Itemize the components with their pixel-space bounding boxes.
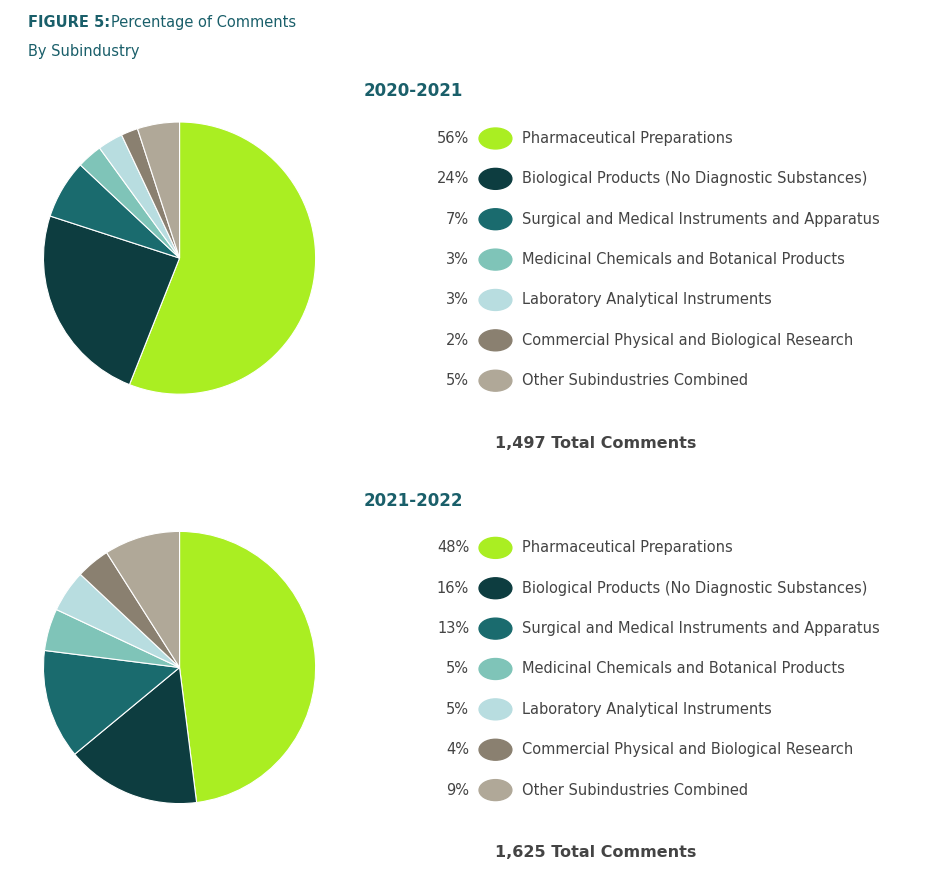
- Text: Medicinal Chemicals and Botanical Products: Medicinal Chemicals and Botanical Produc…: [521, 661, 844, 676]
- Text: Surgical and Medical Instruments and Apparatus: Surgical and Medical Instruments and App…: [521, 212, 879, 227]
- Circle shape: [479, 330, 512, 351]
- Text: Biological Products (No Diagnostic Substances): Biological Products (No Diagnostic Subst…: [521, 172, 867, 186]
- Wedge shape: [129, 122, 315, 394]
- Text: 2%: 2%: [446, 333, 468, 348]
- Wedge shape: [43, 216, 179, 384]
- Text: 7%: 7%: [446, 212, 468, 227]
- Circle shape: [479, 659, 512, 679]
- Text: 13%: 13%: [436, 621, 468, 636]
- Wedge shape: [50, 165, 179, 258]
- Text: Laboratory Analytical Instruments: Laboratory Analytical Instruments: [521, 293, 770, 307]
- Wedge shape: [99, 135, 179, 258]
- Text: 24%: 24%: [436, 172, 468, 186]
- Wedge shape: [43, 651, 179, 754]
- Text: 5%: 5%: [446, 373, 468, 388]
- Text: 1,497 Total Comments: 1,497 Total Comments: [495, 436, 696, 451]
- Wedge shape: [80, 553, 179, 668]
- Text: 2020-2021: 2020-2021: [363, 83, 463, 101]
- Wedge shape: [122, 129, 179, 258]
- Text: Percentage of Comments: Percentage of Comments: [110, 15, 295, 30]
- Text: Commercial Physical and Biological Research: Commercial Physical and Biological Resea…: [521, 742, 852, 757]
- Wedge shape: [44, 610, 179, 668]
- Text: FIGURE 5:: FIGURE 5:: [28, 15, 110, 30]
- Text: 4%: 4%: [446, 742, 468, 757]
- Circle shape: [479, 168, 512, 190]
- Circle shape: [479, 740, 512, 760]
- Text: 5%: 5%: [446, 661, 468, 676]
- Text: By Subindustry: By Subindustry: [28, 44, 140, 60]
- Circle shape: [479, 289, 512, 311]
- Text: 3%: 3%: [446, 252, 468, 267]
- Text: 2021-2022: 2021-2022: [363, 492, 463, 510]
- Text: Other Subindustries Combined: Other Subindustries Combined: [521, 373, 747, 388]
- Circle shape: [479, 578, 512, 599]
- Text: 48%: 48%: [436, 540, 468, 555]
- Wedge shape: [80, 148, 179, 258]
- Circle shape: [479, 370, 512, 392]
- Text: Laboratory Analytical Instruments: Laboratory Analytical Instruments: [521, 702, 770, 716]
- Circle shape: [479, 209, 512, 230]
- Text: 3%: 3%: [446, 293, 468, 307]
- Circle shape: [479, 538, 512, 558]
- Text: Pharmaceutical Preparations: Pharmaceutical Preparations: [521, 131, 732, 146]
- Wedge shape: [75, 668, 196, 804]
- Text: Commercial Physical and Biological Research: Commercial Physical and Biological Resea…: [521, 333, 852, 348]
- Text: 5%: 5%: [446, 702, 468, 716]
- Circle shape: [479, 128, 512, 149]
- Text: Biological Products (No Diagnostic Substances): Biological Products (No Diagnostic Subst…: [521, 581, 867, 595]
- Text: Medicinal Chemicals and Botanical Products: Medicinal Chemicals and Botanical Produc…: [521, 252, 844, 267]
- Text: 1,625 Total Comments: 1,625 Total Comments: [495, 846, 696, 861]
- Text: 56%: 56%: [436, 131, 468, 146]
- Wedge shape: [179, 531, 315, 803]
- Circle shape: [479, 699, 512, 720]
- Text: Pharmaceutical Preparations: Pharmaceutical Preparations: [521, 540, 732, 555]
- Wedge shape: [107, 531, 179, 668]
- Text: 16%: 16%: [436, 581, 468, 595]
- Text: Surgical and Medical Instruments and Apparatus: Surgical and Medical Instruments and App…: [521, 621, 879, 636]
- Circle shape: [479, 780, 512, 801]
- Text: 9%: 9%: [446, 782, 468, 797]
- Text: Other Subindustries Combined: Other Subindustries Combined: [521, 782, 747, 797]
- Wedge shape: [57, 574, 179, 668]
- Wedge shape: [138, 122, 179, 258]
- Circle shape: [479, 249, 512, 270]
- Circle shape: [479, 619, 512, 639]
